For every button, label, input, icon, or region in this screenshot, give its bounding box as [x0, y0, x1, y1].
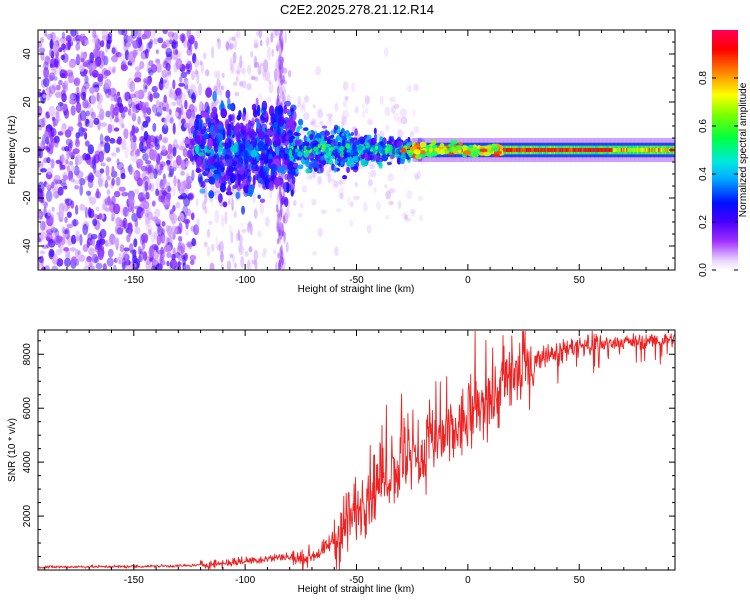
snr-panel: -150 -100 -50 0 50 2000 4000 6000 8000 Height of…: [7, 329, 676, 595]
snr-ytick-label: 8000: [22, 343, 33, 366]
spectrogram-ytick-label: -40: [22, 238, 33, 253]
snr-ytick-label: 2000: [22, 505, 33, 528]
colorbar-tick-label: 0.8: [698, 71, 709, 85]
spectrogram-ylabel: Frequency (Hz): [7, 116, 18, 185]
snr-ytick-label: 6000: [22, 397, 33, 420]
spectrogram-panel: -150 -100 -50 0 50 -40 -20 0 20 40 Height of stra…: [7, 29, 676, 295]
colorbar-tick-label: 0.6: [698, 119, 709, 133]
colorbar-gradient: [712, 30, 738, 270]
colorbar-tick-label: 0.4: [698, 167, 709, 181]
spectrogram-xtick-label: -100: [235, 275, 255, 286]
colorbar-ticks: 0.0 0.2 0.4 0.6 0.8: [698, 71, 738, 277]
snr-ylabel: SNR (10 * v/v): [7, 418, 18, 482]
spectrogram-ytick-label: 20: [22, 96, 33, 108]
colorbar-tick-label: 0.0: [698, 263, 709, 277]
spectrogram-xtick-label: -50: [349, 275, 364, 286]
snr-ytick-label: 4000: [22, 451, 33, 474]
figure-title: C2E2.2025.278.21.12.R14: [280, 2, 434, 17]
snr-axis-ticks: -150 -100 -50 0 50 2000 4000 6000 8000: [22, 330, 675, 586]
spectrogram-ytick-label: -20: [22, 190, 33, 205]
spectrogram-heatmap: [38, 30, 675, 270]
spectrogram-xtick-label: -150: [124, 275, 144, 286]
spectrogram-xtick-label: 50: [574, 275, 586, 286]
spectrogram-xtick-label: 0: [465, 275, 471, 286]
snr-xtick-label: -100: [235, 575, 255, 586]
snr-xtick-label: -150: [124, 575, 144, 586]
colorbar-label: Normalized spectral amplitude: [738, 82, 749, 217]
spectrogram-axis-ticks: -150 -100 -50 0 50 -40 -20 0 20 40: [22, 29, 675, 286]
snr-xtick-label: 50: [574, 575, 586, 586]
snr-xtick-label: 0: [465, 575, 471, 586]
spectrogram-xlabel: Height of straight line (km): [298, 284, 415, 295]
colorbar: 0.0 0.2 0.4 0.6 0.8 Normalized spectral ampl…: [698, 30, 749, 277]
snr-xtick-label: -50: [349, 575, 364, 586]
snr-series-line: [38, 330, 675, 570]
colorbar-tick-label: 0.2: [698, 215, 709, 229]
snr-xlabel: Height of straight line (km): [298, 584, 415, 595]
spectrogram-ytick-label: 0: [22, 147, 33, 153]
spectrogram-ytick-label: 40: [22, 48, 33, 60]
